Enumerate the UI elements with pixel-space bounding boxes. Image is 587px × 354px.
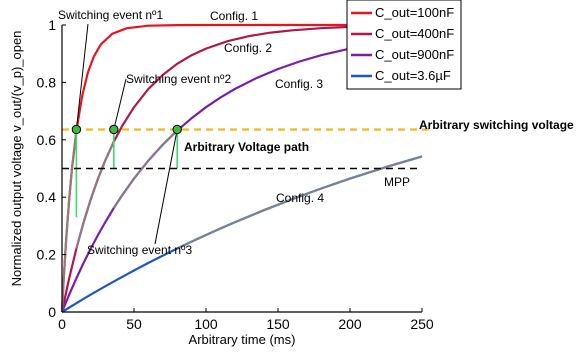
annotation-1: Config. 1 <box>210 9 258 23</box>
axes-layer: 0 50 100 150 200 250 0 0.2 0.4 0.6 0.8 1 Arbitrary t… <box>9 17 434 347</box>
x-axis-label: Arbitrary time (ms) <box>189 332 296 347</box>
annotation-2: Config. 2 <box>224 41 272 55</box>
series-line-4 <box>61 155 423 313</box>
annotations-layer: Config. 1 Config. 2 Config. 3 Config. 4 Arbi… <box>58 8 574 257</box>
switching-path-layer <box>60 129 423 313</box>
legend-label-3: C_out=900nF <box>375 47 454 62</box>
event-label-2: Switching event nº2 <box>126 72 231 86</box>
event-marker-1 <box>71 124 82 135</box>
event-arrow-3 <box>154 129 178 245</box>
y-tick-label-4: 0.6 <box>37 132 57 148</box>
annotation-5: Arbitrary Voltage path <box>184 140 309 154</box>
x-tick-label-2: 50 <box>126 316 142 332</box>
legend: C_out=100nF C_out=400nF C_out=900nF C_out=3… <box>346 0 462 90</box>
event-arrow-1 <box>75 23 89 130</box>
x-tick-label-1: 0 <box>58 316 66 332</box>
event-marker-2 <box>109 124 119 135</box>
switching-path-segment-4 <box>176 155 423 250</box>
legend-label-4: C_out=3.6µF <box>375 68 451 83</box>
reference-lines-layer <box>62 128 432 170</box>
legend-label-2: C_out=400nF <box>375 26 454 41</box>
y-axis-label: Normalized output voltage v_out/(v_p)_op… <box>9 31 24 287</box>
annotation-3: Config. 3 <box>275 77 323 91</box>
event-arrow-2 <box>113 78 127 130</box>
x-tick-label-3: 100 <box>194 316 218 332</box>
legend-box <box>346 0 462 90</box>
switching-path-segment-1 <box>60 130 78 313</box>
event-label-1: Switching event nº1 <box>58 8 163 22</box>
y-tick-label-5: 0.8 <box>37 74 57 90</box>
x-tick-label-5: 200 <box>338 316 362 332</box>
x-tick-label-6: 250 <box>410 316 434 332</box>
y-tick-label-1: 0 <box>48 304 56 320</box>
annotation-6: Arbitrary switching voltage <box>419 118 574 132</box>
switching-path-segment-3 <box>112 129 178 209</box>
y-tick-label-2: 0.2 <box>37 247 57 263</box>
event-marker-3 <box>172 124 182 135</box>
legend-label-1: C_out=100nF <box>375 5 454 20</box>
switching-path-segment-2 <box>75 141 115 249</box>
y-tick-label-6: 1 <box>48 17 56 33</box>
annotation-4: Config. 4 <box>276 191 324 205</box>
x-tick-label-4: 150 <box>266 316 290 332</box>
annotation-7: MPP <box>384 175 410 189</box>
y-tick-label-3: 0.4 <box>37 189 57 205</box>
event-label-3: Switching event nº3 <box>87 243 192 257</box>
